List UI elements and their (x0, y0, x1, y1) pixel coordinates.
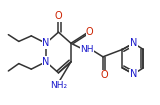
Text: O: O (55, 11, 62, 21)
Text: O: O (86, 27, 94, 37)
Text: N: N (130, 69, 137, 79)
Text: N: N (42, 38, 50, 48)
Text: NH: NH (80, 45, 94, 54)
Text: O: O (100, 70, 108, 80)
Text: N: N (130, 38, 137, 48)
Text: N: N (42, 57, 50, 67)
Text: NH₂: NH₂ (50, 81, 67, 90)
